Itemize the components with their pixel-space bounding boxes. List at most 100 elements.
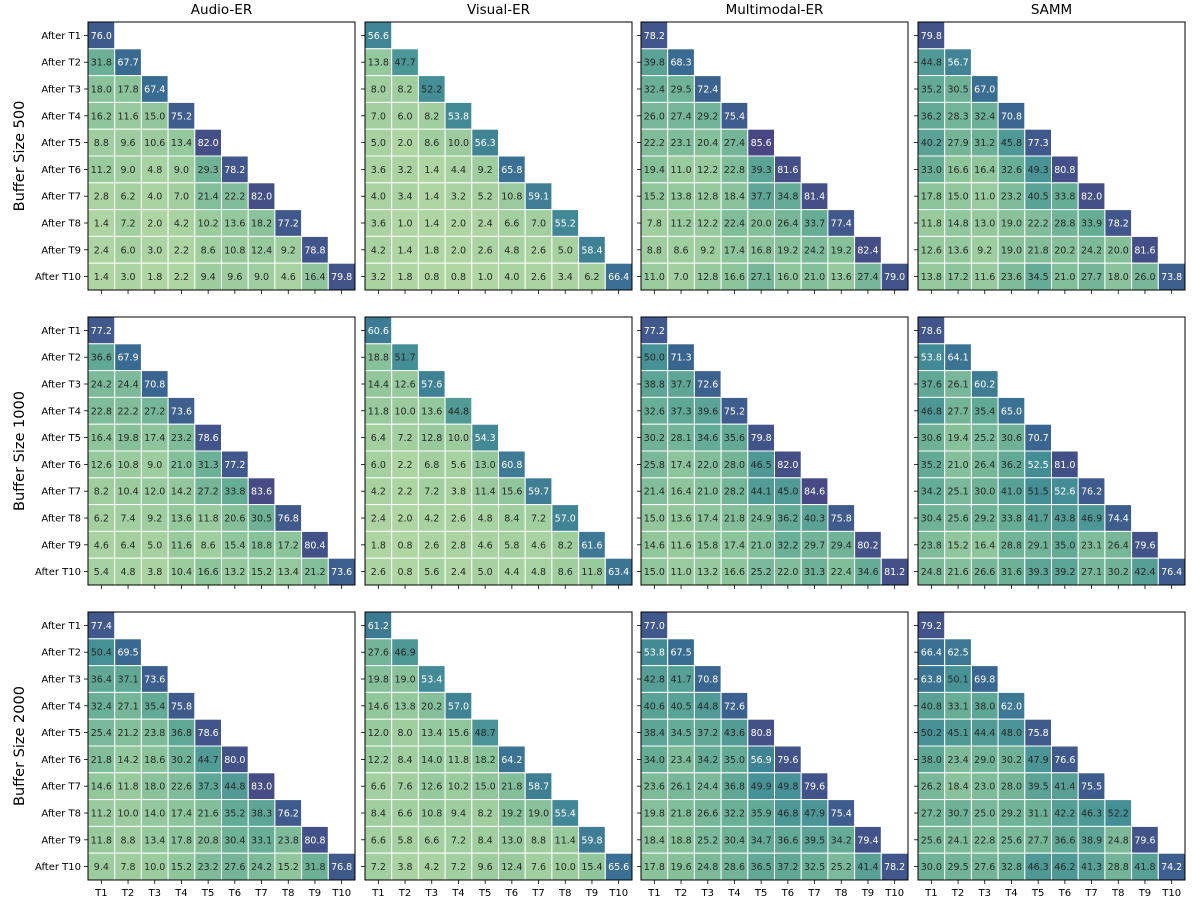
cell-value-label: 9.4 [201,272,216,283]
cell-value-label: 79.6 [777,755,798,766]
y-tick-label: After T2 [41,58,81,69]
heatmap-cell [747,772,775,801]
cell-value-label: 80.0 [224,755,245,766]
cell-value-label: 47.7 [394,58,415,69]
heatmap-cell [997,799,1026,827]
cell-value-label: 55.4 [555,809,576,820]
cell-value-label: 58.7 [528,782,549,793]
cell-value-label: 3.2 [371,272,386,283]
cell-value-label: 34.8 [777,192,798,203]
cell-value-label: 46.3 [1081,809,1102,820]
cell-value-label: 3.8 [397,862,412,873]
heatmap-cell [524,825,553,854]
cell-value-label: 8.0 [397,728,412,739]
heatmap-cell [417,530,446,559]
heatmap-cell [194,799,223,827]
heatmap-cell [970,155,999,184]
heatmap-cell [720,128,749,157]
cell-value-label: 12.2 [697,219,718,230]
cell-value-label: 81.6 [1134,245,1155,256]
x-tick-label: T1 [924,888,937,898]
cell-value-label: 35.0 [724,755,745,766]
cell-value-label: 15.2 [947,540,968,551]
cell-value-label: 78.8 [304,245,325,256]
heatmap-cell [140,504,169,532]
heatmap-cell [693,155,722,184]
cell-value-label: 68.3 [670,58,691,69]
cell-value-label: 29.2 [974,514,995,525]
heatmap-cell [640,209,669,237]
heatmap-cell [604,557,633,586]
cell-value-label: 79.8 [331,272,352,283]
heatmap-cell [1077,852,1106,881]
cell-value-label: 4.2 [174,219,189,230]
cell-value-label: 7.2 [424,487,439,498]
heatmap-cell [391,530,419,559]
heatmap-cell [364,209,393,237]
heatmap-cell [944,48,972,77]
cell-value-label: 78.2 [644,31,665,42]
cell-value-label: 41.8 [1134,862,1155,873]
cell-value-label: 79.8 [751,433,772,444]
x-tick-label: T3 [425,888,438,898]
x-tick-label: T6 [505,888,518,898]
cell-value-label: 22.2 [1028,219,1049,230]
cell-value-label: 8.4 [397,755,412,766]
heatmap-cell [364,423,393,452]
heatmap-cell [774,235,802,264]
cell-value-label: 30.2 [1108,567,1129,578]
cell-value-label: 2.8 [451,540,466,551]
heatmap-cell [471,745,499,774]
heatmap-cell [114,423,142,452]
cell-value-label: 30.6 [1001,433,1022,444]
heatmap-cell [667,772,695,801]
heatmap-cell [444,101,473,130]
cell-value-label: 15.0 [947,192,968,203]
heatmap-cell [140,423,169,452]
cell-value-label: 59.8 [581,835,602,846]
cell-value-label: 11.6 [670,540,691,551]
cell-value-label: 67.9 [117,353,138,364]
cell-value-label: 10.4 [117,487,138,498]
cell-value-label: 56.3 [475,138,496,149]
cell-value-label: 30.7 [947,809,968,820]
cell-value-label: 23.4 [670,755,691,766]
heatmap-cell [194,745,223,774]
heatmap-cell [364,691,393,720]
heatmap-cell [827,557,856,586]
cell-value-label: 21.0 [804,272,825,283]
heatmap-cell [444,825,473,854]
cell-value-label: 27.6 [368,648,389,659]
cell-value-label: 36.6 [1054,835,1075,846]
cell-value-label: 46.3 [1028,862,1049,873]
cell-value-label: 11.6 [974,272,995,283]
heatmap-cell [167,772,196,801]
cell-value-label: 19.2 [831,245,852,256]
cell-value-label: 4.2 [371,487,386,498]
cell-value-label: 4.6 [281,272,296,283]
cell-value-label: 27.6 [974,862,995,873]
heatmap-cell [1131,530,1159,559]
heatmap-cell [221,155,249,184]
heatmap-cell [444,450,473,479]
cell-value-label: 42.8 [644,675,665,686]
heatmap-cell [551,262,580,291]
heatmap-panel-3-4: 79.2 66.4 62.5 63.8 50.1 69.8 40.8 33.1 38.0 62.0… [914,611,1186,898]
heatmap-cell [221,745,249,774]
cell-value-label: 3.2 [397,165,412,176]
cell-value-label: 23.0 [974,782,995,793]
cell-value-label: 46.2 [1054,862,1075,873]
heatmap-cell [471,209,499,237]
cell-value-label: 35.2 [921,85,942,96]
cell-value-label: 28.1 [670,433,691,444]
cell-value-label: 20.4 [697,138,718,149]
cell-value-label: 32.6 [1001,165,1022,176]
cell-value-label: 54.3 [475,433,496,444]
cell-value-label: 15.0 [644,514,665,525]
cell-value-label: 15.6 [501,487,522,498]
cell-value-label: 47.9 [1028,755,1049,766]
cell-value-label: 4.6 [478,540,493,551]
cell-value-label: 22.8 [91,406,112,417]
cell-value-label: 77.3 [1028,138,1049,149]
heatmap-cell [140,262,169,291]
